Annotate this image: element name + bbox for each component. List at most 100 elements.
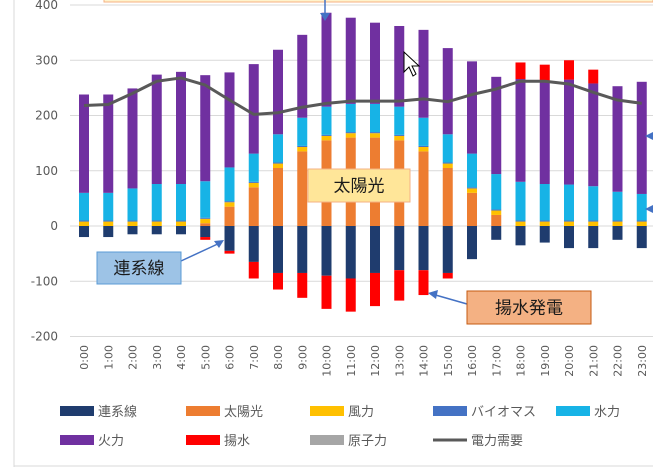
bar-segment <box>103 94 114 193</box>
x-tick-label: 18:00 <box>515 345 528 377</box>
y-tick-label: -100 <box>31 274 58 288</box>
x-tick-label: 20:00 <box>563 345 576 377</box>
bar-segment <box>200 226 211 238</box>
bar-segment <box>248 182 259 188</box>
bar-segment <box>321 135 332 141</box>
mouse-cursor-icon <box>403 50 421 77</box>
bar-segment <box>273 49 283 135</box>
callout-arrowhead <box>320 13 330 21</box>
bar-segment <box>467 153 477 188</box>
bar-segment <box>588 220 599 222</box>
bar-segment <box>127 188 138 221</box>
bar-segment <box>321 12 332 107</box>
bar-segment <box>127 88 138 189</box>
bar-segment <box>539 184 550 221</box>
bar-segment <box>636 220 647 222</box>
bar-segment <box>345 17 356 104</box>
bar-segment <box>442 48 453 135</box>
x-tick-label: 15:00 <box>442 345 455 377</box>
bar-segment <box>176 220 186 222</box>
bar-segment <box>418 29 429 118</box>
bar-segment <box>248 181 259 183</box>
x-tick-label: 12:00 <box>369 345 382 377</box>
bar-segment <box>442 163 453 168</box>
legend-label: 電力需要 <box>471 434 523 449</box>
bar-segment <box>248 64 259 154</box>
bar-segment <box>370 103 380 133</box>
bar-segment <box>297 145 308 147</box>
demand-line-path <box>83 76 642 116</box>
bar-segment <box>224 250 235 254</box>
bar-segment <box>491 210 502 215</box>
legend-label: 原子力 <box>348 434 387 449</box>
legend-swatch <box>186 406 220 416</box>
bar-segment <box>224 206 235 226</box>
bar-segment <box>273 162 283 164</box>
bar-segment <box>248 153 259 182</box>
x-axis-ticks: 0:00 1:00 2:00 3:00 4:00 5:00 6:00 7:00 8:00 9:00… <box>78 345 649 377</box>
annotation-box <box>307 168 411 203</box>
callout-arrow <box>431 293 468 305</box>
x-tick-label: 13:00 <box>393 345 406 377</box>
bar-segment <box>273 134 283 163</box>
bar-segment <box>79 94 89 193</box>
bar-segment <box>297 34 308 118</box>
annotation-box <box>96 251 182 285</box>
bar-segment <box>248 187 259 226</box>
bar-segment <box>515 220 526 222</box>
x-tick-label: 6:00 <box>224 345 237 370</box>
bar-segment <box>345 133 356 138</box>
bar-segment <box>273 163 283 168</box>
bar-segment <box>297 146 308 152</box>
bar-segment <box>345 226 356 279</box>
bar-segment <box>297 151 308 226</box>
legend-label: 水力 <box>594 405 620 420</box>
bar-segment <box>103 221 114 226</box>
bar-segment <box>612 220 623 222</box>
x-tick-label: 5:00 <box>199 345 212 370</box>
bar-segment <box>442 226 453 273</box>
y-tick-label: 0 <box>50 219 58 233</box>
bar-segment <box>564 184 574 221</box>
bar-segment <box>345 132 356 134</box>
bar-segment <box>79 220 89 222</box>
x-tick-label: 21:00 <box>587 345 600 377</box>
annotation-label: 太陽光 <box>334 177 385 197</box>
bar-segment <box>564 79 574 185</box>
bar-segment <box>127 226 138 235</box>
bar-segment <box>491 226 502 240</box>
bar-segment <box>297 272 308 298</box>
x-tick-label: 16:00 <box>466 345 479 377</box>
callout-arrowhead <box>645 132 653 140</box>
bar-segment <box>394 270 405 301</box>
x-tick-label: 10:00 <box>321 345 334 377</box>
bar-segment <box>200 218 211 224</box>
bar-segment <box>515 79 526 182</box>
bar-segment <box>636 226 647 249</box>
bar-segment <box>564 226 574 249</box>
bar-segment <box>491 76 502 175</box>
legend-swatch <box>556 406 590 416</box>
x-tick-label: 22:00 <box>612 345 625 377</box>
callout-arrowhead <box>214 240 224 248</box>
bar-segment <box>467 187 477 189</box>
bar-segment <box>176 71 186 185</box>
bar-segment <box>539 221 550 226</box>
x-tick-label: 7:00 <box>248 345 261 370</box>
bar-segment <box>539 220 550 222</box>
bar-segment <box>224 201 235 203</box>
bar-segment <box>394 134 405 136</box>
bar-segment <box>588 69 599 84</box>
bar-segment <box>321 134 332 136</box>
callout-arrowhead <box>428 290 438 299</box>
legend-swatch <box>433 406 467 416</box>
bar-segment <box>467 61 477 154</box>
bar-segment <box>394 226 405 271</box>
x-tick-label: 23:00 <box>636 345 649 377</box>
bar-segment <box>79 226 89 238</box>
y-tick-label: -200 <box>31 330 58 344</box>
